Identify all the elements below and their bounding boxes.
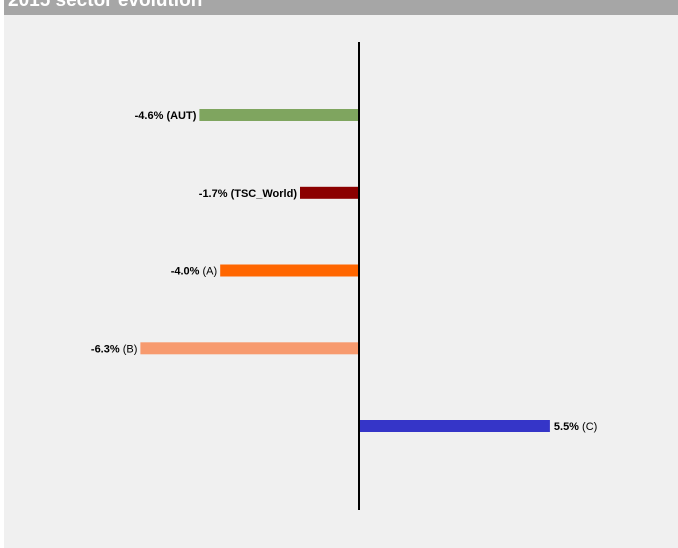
bar-tsc_world: [300, 186, 359, 199]
data-label-b: -6.3% (B): [91, 343, 137, 355]
bar-a: [220, 264, 359, 277]
bar-aut: [199, 109, 359, 121]
chart-title: 2015 sector evolution: [8, 0, 203, 11]
data-label-c: 5.5% (C): [554, 421, 597, 433]
chart-header: 2015 sector evolution: [4, 0, 678, 15]
bar-b: [140, 342, 359, 355]
bar-c: [359, 420, 550, 432]
data-label-aut: -4.6% (AUT): [135, 110, 197, 122]
data-label-a: -4.0% (A): [171, 266, 217, 278]
data-label-tsc_world: -1.7% (TSC_World): [199, 188, 298, 200]
